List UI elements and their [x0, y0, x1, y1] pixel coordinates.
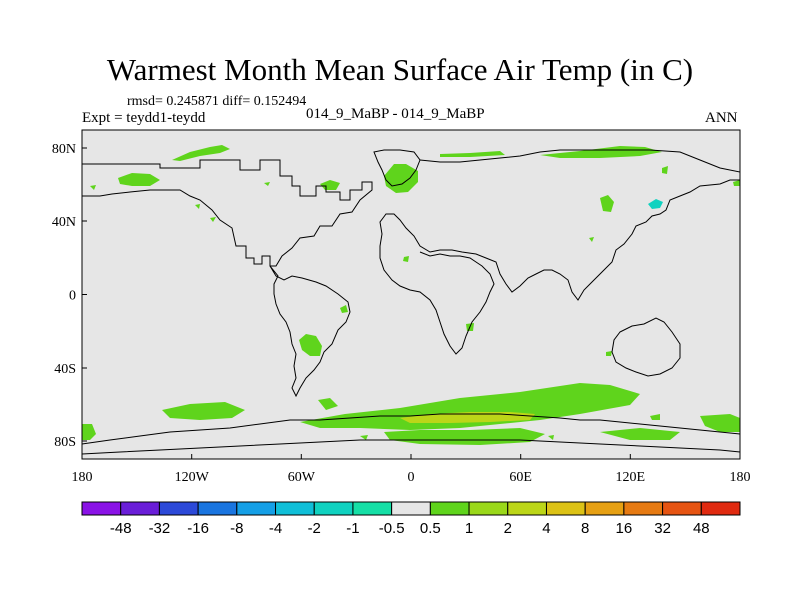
colorbar-label: 1 [465, 520, 473, 537]
patch-small-8 [90, 185, 96, 190]
x-tick-label: 60E [509, 470, 532, 485]
left-subtitle: Expt = teydd1-teydd [82, 110, 206, 126]
colorbar-label: -16 [187, 520, 209, 537]
colorbar-label: -2 [308, 520, 321, 537]
y-tick-label: 40N [52, 215, 76, 230]
x-tick-label: 60W [288, 470, 316, 485]
colorbar-label: 16 [616, 520, 633, 537]
patch-arctic-siberia [540, 146, 662, 158]
colorbar-swatch [391, 501, 431, 516]
colorbar-label: -48 [110, 520, 132, 537]
patch-small-3 [264, 182, 270, 186]
colorbar-swatch [623, 501, 664, 516]
right-subtitle: ANN [705, 110, 738, 126]
colorbar-swatch [158, 501, 199, 516]
x-tick-label: 180 [730, 470, 751, 485]
colorbar-label: -0.5 [379, 520, 405, 537]
colorbar-label: -4 [269, 520, 282, 537]
patch-canada-east [320, 180, 340, 190]
colorbar-swatch [313, 501, 354, 516]
y-tick-label: 80S [54, 435, 76, 450]
coast-north-america [82, 159, 373, 267]
colorbar-labels: -48 -32 -16 -8 -4 -2 -1 -0.5 0.5 1 2 4 8 16 32 48 [110, 520, 710, 537]
coast-greenland [373, 149, 421, 187]
patch-antarctic-5 [82, 424, 96, 440]
colorbar-swatch [352, 501, 393, 516]
colorbar-label: -8 [230, 520, 243, 537]
patch-antarctic-2 [384, 428, 545, 445]
patch-small-7 [403, 256, 409, 262]
patch-s-america-2 [340, 305, 348, 313]
colorbar-swatch [662, 501, 702, 516]
patch-southern-ocean-mid [318, 398, 338, 410]
colorbar-swatch [700, 501, 741, 516]
patch-small-5 [210, 217, 216, 222]
patch-antarctic-3 [600, 428, 680, 440]
y-tick-label: 0 [69, 289, 76, 304]
colorbar-label: 0.5 [420, 520, 441, 537]
x-tick-labels: 180 120W 60W 0 60E 120E 180 [72, 470, 751, 485]
patch-small-4 [195, 204, 200, 209]
patch-southern-ocean-west [162, 402, 245, 420]
colorbar-swatch [545, 501, 586, 516]
coast-antarctica-inner [81, 439, 741, 455]
x-tick-label: 180 [72, 470, 93, 485]
patch-antarctic-8 [360, 435, 368, 440]
patch-small-1 [662, 166, 668, 174]
y-tick-label: 80N [52, 142, 76, 157]
colorbar-label: -32 [149, 520, 171, 537]
patch-small-6 [589, 237, 594, 242]
colorbar-swatch [275, 501, 315, 516]
colorbar-swatch [468, 501, 509, 516]
x-tick-label: 0 [408, 470, 415, 485]
anomaly-patches [82, 145, 740, 445]
patch-alaska [118, 173, 160, 186]
patch-antarctic-7 [548, 435, 554, 440]
stats-line: rmsd= 0.245871 diff= 0.152494 [127, 94, 307, 109]
x-tick-label: 120E [616, 470, 646, 485]
patch-arctic-asia [440, 151, 505, 157]
patch-antarctic-band [300, 383, 640, 430]
colorbar-label: 4 [542, 520, 550, 537]
coast-antarctica [81, 413, 741, 445]
colorbar-swatch [197, 501, 238, 516]
coast-south-america [269, 265, 351, 398]
colorbar [81, 501, 741, 516]
colorbar-swatch [429, 501, 470, 516]
colorbar-label: -1 [346, 520, 359, 537]
patch-arctic-east [172, 145, 230, 161]
patch-s-america [299, 334, 322, 356]
chart-title: Warmest Month Mean Surface Air Temp (in … [106, 52, 694, 87]
colorbar-swatch [507, 501, 547, 516]
patch-antarctic-4 [700, 414, 740, 432]
patch-small-2 [733, 180, 740, 186]
patch-antarctic-6 [650, 414, 660, 420]
colorbar-label: 2 [504, 520, 512, 537]
center-subtitle: 014_9_MaBP - 014_9_MaBP [306, 106, 485, 122]
coast-australia [611, 317, 681, 377]
colorbar-swatch [81, 501, 122, 516]
colorbar-swatch [120, 501, 160, 516]
axis-ticks [81, 147, 741, 459]
colorbar-swatch [236, 501, 277, 516]
y-tick-labels: 80N 40N 0 40S 80S [52, 142, 76, 450]
y-tick-label: 40S [54, 362, 76, 377]
colorbar-label: 32 [654, 520, 671, 537]
x-tick-label: 120W [175, 470, 210, 485]
patch-russia [600, 195, 614, 212]
colorbar-swatch [584, 501, 625, 516]
patch-negative-kamchatka [648, 199, 663, 209]
colorbar-label: 48 [693, 520, 710, 537]
colorbar-label: 8 [581, 520, 589, 537]
patch-australia [606, 351, 612, 356]
